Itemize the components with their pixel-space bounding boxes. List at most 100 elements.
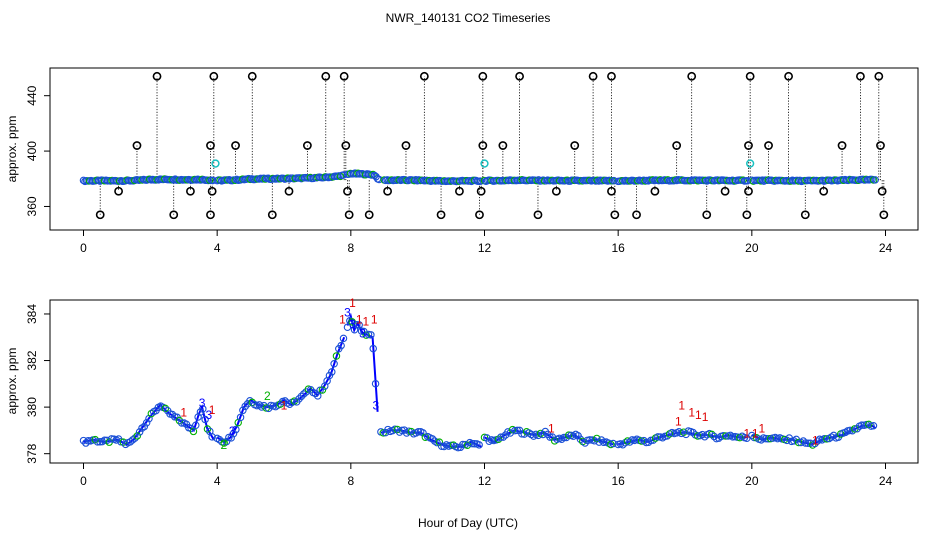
y-tick-label: 400 bbox=[25, 141, 39, 161]
outlier-point bbox=[186, 186, 195, 196]
data-point bbox=[595, 438, 603, 446]
data-point bbox=[748, 431, 756, 440]
outlier-point bbox=[478, 141, 488, 150]
x-tick-label: 16 bbox=[611, 241, 625, 255]
data-point bbox=[799, 437, 808, 445]
outlier-point bbox=[419, 71, 429, 81]
data-point bbox=[468, 439, 476, 448]
x-tick-label: 0 bbox=[80, 241, 87, 255]
x-tick-label: 4 bbox=[214, 474, 221, 488]
figure-title: NWR_140131 CO2 Timeseries bbox=[386, 11, 551, 25]
bottom-ylabel: approx. ppm bbox=[5, 348, 19, 415]
data-point bbox=[447, 441, 455, 450]
outlier-point bbox=[607, 71, 616, 81]
data-point bbox=[299, 390, 308, 398]
data-point bbox=[475, 441, 483, 449]
bottom-panel: approx. ppm 0 4 8 12 16 20 2437838038238433112… bbox=[5, 296, 919, 488]
outlier-point bbox=[95, 210, 105, 220]
data-point bbox=[428, 435, 437, 443]
y-tick-label: 384 bbox=[25, 304, 39, 324]
digit-label: 3 bbox=[229, 424, 236, 438]
outlier-point bbox=[343, 186, 352, 196]
outlier-point bbox=[152, 71, 162, 81]
data-point bbox=[419, 429, 427, 437]
x-tick-label: 24 bbox=[879, 241, 893, 255]
outlier-point bbox=[344, 210, 354, 220]
data-point bbox=[719, 432, 728, 440]
data-point bbox=[848, 427, 857, 435]
baseline-point bbox=[339, 171, 348, 179]
digit-label: 1 bbox=[548, 422, 555, 436]
digit-label: 1 bbox=[371, 312, 378, 326]
data-point bbox=[371, 379, 380, 388]
x-tick-label: 12 bbox=[478, 474, 492, 488]
data-point bbox=[707, 430, 716, 439]
x-tick-label: 20 bbox=[745, 241, 759, 255]
outlier-point bbox=[610, 210, 620, 220]
data-point bbox=[497, 433, 505, 441]
outlier-point bbox=[383, 186, 392, 196]
data-point bbox=[722, 432, 730, 440]
data-point bbox=[128, 436, 137, 444]
outlier-point bbox=[207, 186, 217, 196]
outlier-point bbox=[401, 141, 411, 150]
baseline-point bbox=[476, 177, 485, 185]
data-point bbox=[829, 431, 838, 440]
outlier-point bbox=[247, 71, 257, 81]
data-point bbox=[560, 433, 568, 442]
digit-label: 1 bbox=[812, 433, 819, 447]
outlier-point bbox=[209, 71, 219, 81]
y-tick-label: 440 bbox=[25, 85, 39, 105]
data-point bbox=[640, 436, 648, 445]
digit-label: 2 bbox=[221, 438, 228, 452]
data-point bbox=[654, 433, 662, 441]
outlier-point bbox=[876, 141, 885, 150]
outlier-point bbox=[436, 210, 446, 220]
data-point bbox=[459, 440, 467, 449]
data-point bbox=[435, 438, 444, 446]
data-point bbox=[698, 430, 707, 439]
digit-label: 1 bbox=[281, 398, 288, 412]
data-point bbox=[597, 436, 606, 444]
data-point bbox=[853, 424, 861, 433]
data-point bbox=[407, 427, 416, 436]
digit-label: 1 bbox=[759, 422, 766, 436]
data-point bbox=[96, 438, 104, 446]
data-point bbox=[103, 436, 111, 445]
data-point bbox=[384, 425, 392, 434]
digit-label: 1 bbox=[678, 398, 685, 412]
data-point bbox=[513, 426, 521, 435]
data-point bbox=[619, 441, 627, 449]
data-point bbox=[494, 435, 503, 444]
data-point bbox=[369, 344, 377, 353]
data-point bbox=[222, 437, 231, 446]
outlier-point bbox=[879, 210, 889, 220]
series-line bbox=[216, 336, 346, 444]
digit-label: 1 bbox=[695, 408, 702, 422]
outlier-point bbox=[687, 71, 697, 81]
top-ylabel: approx. ppm bbox=[5, 116, 19, 183]
outlier-point bbox=[341, 141, 351, 150]
outlier-point bbox=[476, 186, 486, 196]
data-point bbox=[811, 439, 819, 448]
data-point bbox=[729, 433, 737, 441]
data-point bbox=[135, 428, 144, 436]
outlier-point bbox=[877, 186, 887, 196]
outlier-point bbox=[744, 141, 753, 150]
data-point bbox=[239, 406, 247, 415]
data-point bbox=[621, 438, 629, 447]
data-point bbox=[119, 438, 128, 446]
data-point bbox=[126, 438, 135, 446]
outlier-point bbox=[478, 71, 488, 81]
data-point bbox=[192, 421, 200, 429]
digit-label: 1 bbox=[743, 426, 750, 440]
outlier-point bbox=[702, 210, 712, 220]
baseline-point bbox=[871, 176, 879, 184]
top-panel: approx. ppm 0 4 8 12 16 20 24 360 400 440 bbox=[5, 67, 919, 255]
data-point bbox=[869, 421, 878, 430]
outlier-point bbox=[284, 186, 294, 196]
outlier-point bbox=[650, 186, 660, 196]
data-point bbox=[339, 334, 348, 343]
data-point bbox=[862, 420, 871, 429]
data-point bbox=[79, 436, 88, 445]
